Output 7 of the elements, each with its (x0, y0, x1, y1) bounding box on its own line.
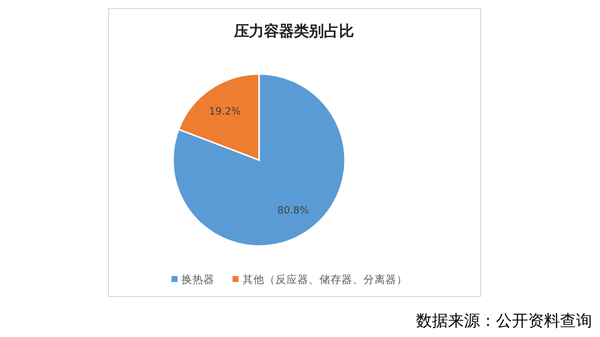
data-label: 19.2% (208, 106, 241, 118)
legend-label: 其他（反应器、储存器、分离器） (242, 273, 408, 286)
source-note: 数据来源：公开资料查询 (416, 311, 592, 330)
pie-slice (172, 73, 346, 247)
legend-label: 换热器 (182, 274, 214, 286)
chart-title: 压力容器类别占比 (233, 22, 354, 40)
data-label: 80.8% (277, 206, 310, 217)
